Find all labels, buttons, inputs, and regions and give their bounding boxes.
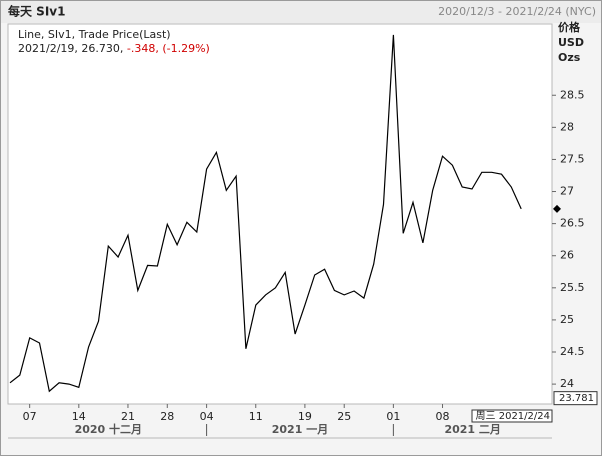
y-tick-label: 24.5 (560, 345, 585, 358)
x-tick-label: 01 (386, 410, 400, 423)
y-tick-label: 26 (560, 249, 574, 262)
header-bar (1, 1, 601, 23)
x-tick-label: 11 (249, 410, 263, 423)
plot-area (7, 23, 553, 405)
date-range: 2020/12/3 - 2021/2/24 (NYC) (438, 5, 596, 18)
legend-values: 2021/2/19, 26.730, (18, 42, 127, 55)
month-label: 2021 二月 (444, 423, 500, 436)
y-axis-label: Ozs (558, 51, 581, 64)
legend-change: -.348, (-1.29%) (127, 42, 210, 55)
y-tick-label: 28.5 (560, 88, 585, 101)
y-tick-label: 24 (560, 377, 574, 390)
legend-series: Line, SIv1, Trade Price(Last) (18, 28, 171, 41)
y-axis-label: 价格 (558, 20, 581, 34)
x-tick-label: 14 (72, 410, 86, 423)
cursor-date-box (471, 409, 553, 423)
x-tick-label: 25 (337, 410, 351, 423)
y-tick-label: 27.5 (560, 152, 585, 165)
cursor-value-box (553, 391, 598, 406)
last-value-marker (553, 204, 561, 213)
price-line (9, 34, 522, 393)
month-label: 2021 一月 (272, 423, 328, 436)
y-tick-label: 27 (560, 185, 574, 198)
x-tick-label: 21 (121, 410, 135, 423)
y-tick-label: 28 (560, 120, 574, 133)
y-tick-label: 26.5 (560, 217, 585, 230)
x-tick-label: 07 (23, 410, 37, 423)
x-tick-label: 19 (298, 410, 312, 423)
cursor-value: 23.781 (559, 393, 594, 404)
month-label: 2020 十二月 (75, 422, 142, 436)
y-axis-label: USD (558, 36, 584, 49)
x-tick-label: 28 (160, 410, 174, 423)
legend-info: 2021/2/19, 26.730, -.348, (-1.29%) (18, 42, 210, 55)
y-tick-label: 25 (560, 313, 574, 326)
y-tick-label: 25.5 (560, 281, 585, 294)
cursor-date: 周三 2021/2/24 (476, 410, 550, 422)
x-tick-label: 08 (436, 410, 450, 423)
chart-title: 每天 SIv1 (8, 4, 65, 19)
x-tick-label: 04 (200, 410, 214, 423)
